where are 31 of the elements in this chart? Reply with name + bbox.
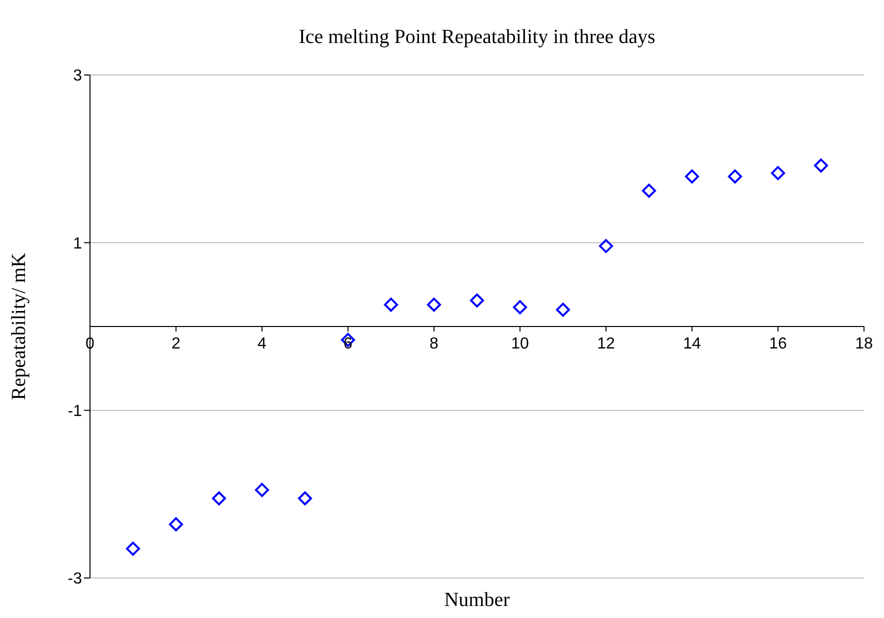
point: [685, 169, 699, 184]
x-tick-label: 12: [597, 336, 615, 352]
y-tick-label: -1: [68, 403, 82, 420]
point: [384, 298, 398, 312]
point: [126, 542, 140, 556]
x-tick-label: 4: [258, 336, 267, 352]
x-tick-label: 14: [683, 336, 701, 352]
point: [728, 169, 742, 184]
y-tick-label: 3: [73, 68, 82, 85]
x-tick-label: 16: [769, 336, 787, 352]
point: [556, 302, 570, 317]
point: [642, 184, 656, 198]
point: [169, 517, 183, 532]
x-tick-label: 2: [172, 336, 181, 352]
y-tick-label: 1: [73, 235, 82, 252]
point: [814, 158, 828, 173]
point: [427, 298, 441, 312]
point: [298, 491, 312, 506]
point: [513, 300, 527, 314]
point: [212, 491, 226, 506]
x-tick-label: 10: [511, 336, 529, 352]
point: [599, 239, 613, 254]
point: [255, 482, 269, 497]
point: [771, 166, 785, 180]
x-tick-label: 8: [430, 336, 439, 352]
y-tick-label: -3: [68, 570, 82, 588]
x-tick-label: 18: [855, 336, 873, 352]
chart-title: Ice melting Point Repeatability in three days: [298, 26, 656, 49]
y-axis-title: Repeatability/ mK: [8, 252, 30, 400]
x-axis-title: Number: [444, 589, 510, 611]
point: [470, 294, 484, 308]
